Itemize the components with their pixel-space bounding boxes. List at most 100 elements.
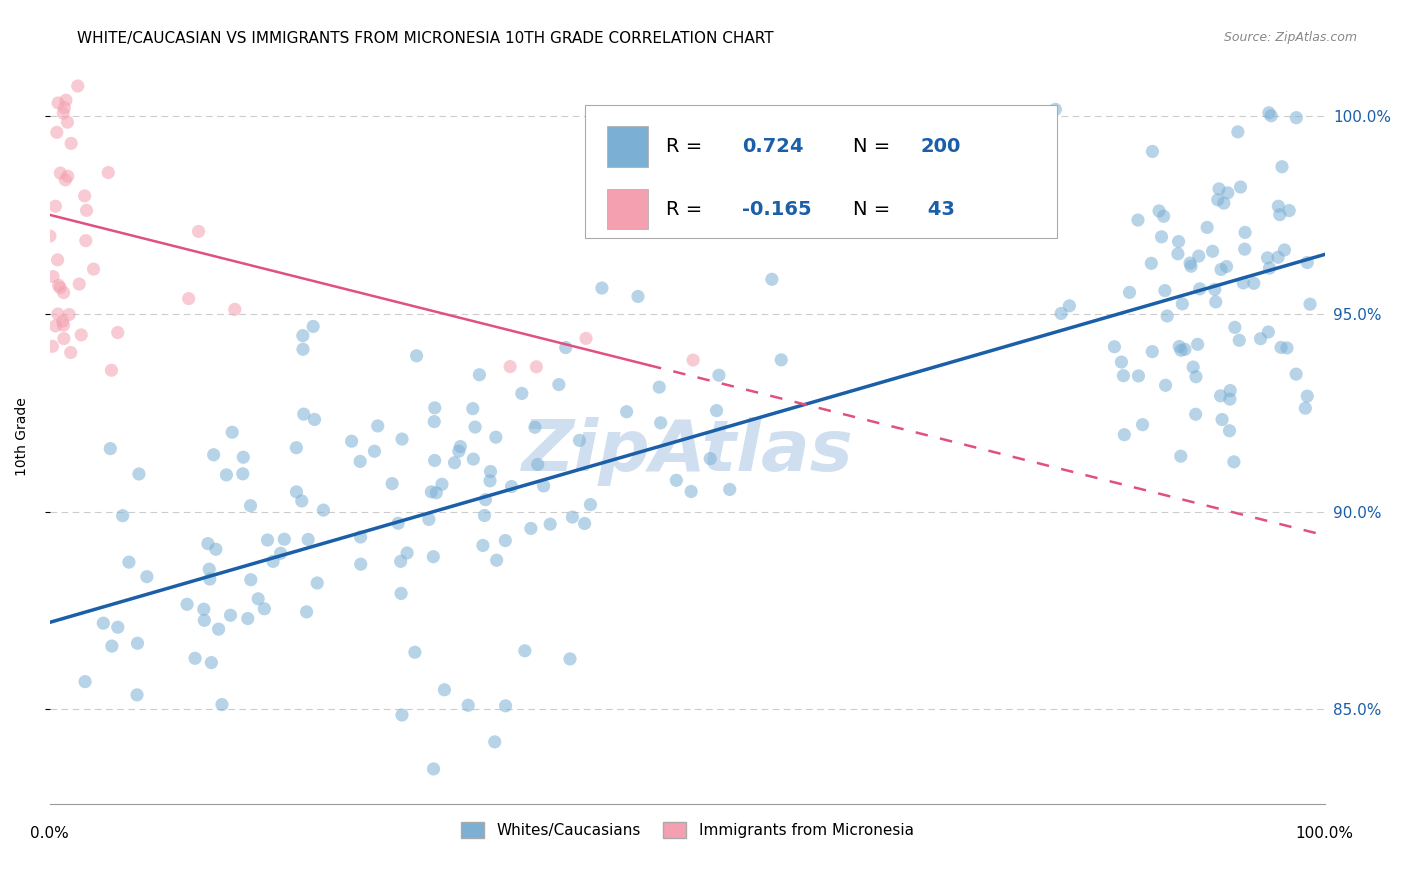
Point — [127, 636, 149, 650]
Point — [1170, 449, 1192, 463]
Point — [193, 602, 215, 616]
Point — [499, 359, 522, 374]
Point — [1184, 407, 1206, 421]
Point — [58, 308, 80, 322]
Point — [568, 434, 591, 448]
Point — [1126, 213, 1149, 227]
Point — [1187, 337, 1209, 351]
Point — [53, 101, 76, 115]
Point — [538, 517, 561, 532]
Point — [219, 608, 242, 623]
Point — [41, 339, 63, 353]
Point — [1296, 255, 1319, 269]
Point — [405, 349, 427, 363]
Point — [1223, 455, 1246, 469]
Point — [404, 645, 426, 659]
Point — [627, 186, 650, 200]
Point — [97, 165, 120, 179]
Point — [501, 479, 523, 493]
Point — [98, 442, 121, 456]
Point — [1227, 333, 1250, 347]
Point — [202, 448, 225, 462]
Point — [616, 405, 638, 419]
Point — [197, 536, 219, 550]
Point — [561, 510, 583, 524]
Point — [340, 434, 363, 449]
Point — [73, 189, 96, 203]
Point — [1296, 389, 1319, 403]
Point — [1299, 297, 1322, 311]
Point — [292, 342, 315, 356]
Point — [533, 479, 555, 493]
Point — [420, 484, 443, 499]
Point — [367, 419, 389, 434]
Point — [46, 252, 69, 267]
Text: N =: N = — [853, 200, 890, 219]
Point — [665, 473, 688, 487]
Point — [558, 652, 581, 666]
Point — [591, 281, 613, 295]
Point — [1219, 392, 1241, 406]
Point — [1267, 199, 1289, 213]
Point — [706, 403, 728, 417]
Point — [101, 639, 124, 653]
Point — [554, 341, 576, 355]
Bar — [607, 189, 648, 229]
Point — [1104, 340, 1126, 354]
Point — [682, 353, 704, 368]
Point — [211, 698, 233, 712]
Point — [1153, 209, 1175, 223]
Point — [125, 688, 148, 702]
Point — [198, 572, 221, 586]
Text: R =: R = — [665, 137, 709, 156]
Point — [91, 616, 114, 631]
FancyBboxPatch shape — [585, 105, 1057, 238]
Point — [291, 328, 314, 343]
Point — [67, 277, 90, 291]
Point — [1294, 401, 1316, 416]
Point — [1257, 251, 1279, 265]
Point — [1243, 277, 1265, 291]
Point — [627, 289, 650, 303]
Point — [1154, 378, 1177, 392]
Point — [60, 136, 83, 151]
Point — [479, 474, 502, 488]
Bar — [607, 127, 648, 167]
Point — [187, 224, 209, 238]
Point — [474, 492, 496, 507]
Point — [1201, 244, 1223, 259]
Point — [44, 199, 66, 213]
Point — [1171, 297, 1194, 311]
Point — [232, 450, 254, 465]
Point — [423, 415, 446, 429]
Point — [1150, 230, 1173, 244]
Point — [1216, 186, 1239, 200]
Point — [1167, 247, 1189, 261]
Point — [1258, 261, 1281, 276]
Point — [520, 521, 543, 535]
Point — [70, 327, 93, 342]
Point — [770, 352, 793, 367]
Point — [1274, 243, 1296, 257]
Point — [1142, 344, 1164, 359]
Point — [256, 533, 278, 547]
Point — [100, 363, 122, 377]
Point — [207, 622, 229, 636]
Point — [1112, 368, 1135, 383]
Point — [1147, 203, 1170, 218]
Point — [49, 166, 72, 180]
Point — [387, 516, 409, 531]
Point — [44, 318, 66, 333]
Point — [391, 432, 413, 446]
Point — [463, 452, 485, 467]
Point — [56, 115, 79, 129]
Point — [1285, 367, 1308, 381]
Point — [485, 430, 508, 444]
Point — [111, 508, 134, 523]
Point — [1215, 260, 1237, 274]
Point — [391, 708, 413, 723]
Point — [443, 456, 465, 470]
Point — [1208, 182, 1230, 196]
Point — [49, 281, 72, 295]
Point — [239, 573, 262, 587]
